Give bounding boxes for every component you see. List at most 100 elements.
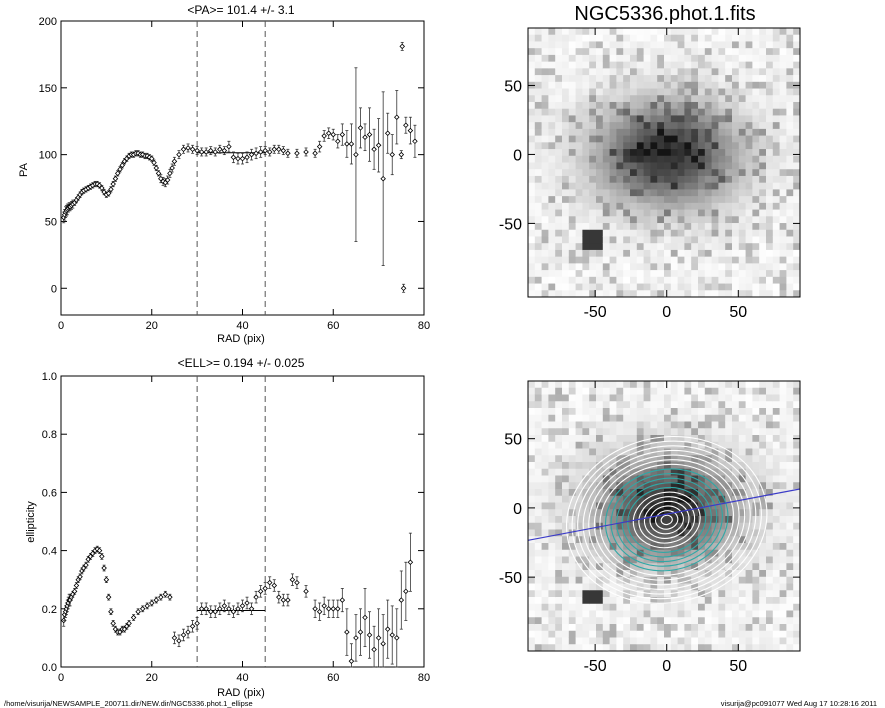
data-point xyxy=(335,606,341,612)
data-point xyxy=(171,158,178,165)
x-tick-label: -50 xyxy=(584,658,607,675)
data-point xyxy=(135,608,141,615)
data-point xyxy=(412,138,418,145)
data-point xyxy=(366,131,373,138)
pixel-grid xyxy=(528,28,800,297)
ell-xlabel: RAD (pix) xyxy=(217,687,265,699)
y-tick-label: 0 xyxy=(513,147,522,164)
data-point xyxy=(257,588,264,595)
data-point xyxy=(83,562,89,568)
y-tick-label: 50 xyxy=(504,78,522,95)
data-point xyxy=(325,606,332,612)
data-point xyxy=(398,597,405,603)
data-point xyxy=(316,143,323,150)
x-tick-label: 20 xyxy=(146,672,158,684)
data-point xyxy=(105,594,112,600)
data-point xyxy=(114,170,121,177)
y-tick-label: 0 xyxy=(51,283,57,295)
y-tick-label: 0 xyxy=(513,501,522,518)
isophote-ellipse xyxy=(588,454,746,586)
data-point xyxy=(257,149,264,155)
data-point xyxy=(400,285,407,292)
data-point xyxy=(303,588,309,595)
data-point xyxy=(362,134,368,141)
data-point xyxy=(325,130,332,137)
x-tick-label: -50 xyxy=(584,304,607,321)
data-point xyxy=(189,146,196,153)
data-point xyxy=(339,131,346,138)
data-point xyxy=(194,620,200,627)
data-point xyxy=(366,632,373,638)
data-point xyxy=(276,146,282,153)
data-point xyxy=(339,597,346,603)
data-point xyxy=(235,606,241,612)
data-point xyxy=(189,623,196,630)
data-point xyxy=(357,629,364,635)
data-point xyxy=(280,597,287,603)
data-point xyxy=(117,629,123,635)
data-point xyxy=(330,131,337,138)
data-point xyxy=(153,597,160,603)
data-point xyxy=(394,114,400,120)
ellipticity-panel: <ELL>= 0.194 +/- 0.025 RAD (pix) ellipti… xyxy=(25,356,430,699)
data-point xyxy=(248,151,255,158)
data-point xyxy=(139,606,146,612)
data-point xyxy=(312,150,318,157)
x-tick-label: 0 xyxy=(58,672,64,684)
data-point xyxy=(198,149,205,155)
data-point xyxy=(162,591,169,598)
data-point xyxy=(73,582,80,589)
data-point xyxy=(112,626,119,632)
data-point xyxy=(121,626,128,632)
footer-path: /home/visurija/NEWSAMPLE_200711.dir/NEW.… xyxy=(4,699,253,708)
isophote-ellipse xyxy=(627,486,707,553)
image-frame xyxy=(527,380,801,652)
data-point xyxy=(380,640,386,647)
data-point xyxy=(164,177,171,183)
data-point xyxy=(357,125,364,131)
data-point xyxy=(171,635,178,641)
data-point xyxy=(158,594,164,600)
y-tick-label: 200 xyxy=(39,16,57,28)
data-point xyxy=(403,588,409,595)
isophote-ellipse xyxy=(643,500,690,539)
data-point xyxy=(262,585,268,592)
data-point xyxy=(124,623,130,630)
x-tick-label: 60 xyxy=(327,672,339,684)
data-point xyxy=(344,629,350,635)
isophote-ellipse xyxy=(621,482,712,558)
data-point xyxy=(169,165,175,171)
data-point xyxy=(407,559,414,566)
data-point xyxy=(398,151,405,158)
data-point xyxy=(371,646,377,653)
isophote-ellipse xyxy=(649,505,684,535)
data-point xyxy=(384,626,391,632)
data-point xyxy=(176,151,182,158)
data-point xyxy=(248,606,255,612)
data-point xyxy=(226,606,232,612)
pa-ylabel: PA xyxy=(18,162,30,177)
data-point xyxy=(180,146,187,153)
data-point xyxy=(253,594,259,600)
data-point xyxy=(126,620,132,627)
y-tick-label: 150 xyxy=(39,83,57,95)
data-point xyxy=(394,635,400,641)
data-point xyxy=(294,579,300,586)
data-point xyxy=(399,43,405,50)
data-point xyxy=(89,550,96,557)
data-point xyxy=(180,632,187,638)
x-tick-label: 0 xyxy=(662,304,671,321)
data-point xyxy=(253,150,259,157)
data-point xyxy=(108,186,114,193)
x-tick-label: 0 xyxy=(58,320,64,332)
data-point xyxy=(160,178,166,185)
data-point xyxy=(87,553,94,560)
data-point xyxy=(176,638,182,644)
data-point xyxy=(285,150,291,157)
isophote-ellipse xyxy=(593,459,740,581)
data-point xyxy=(207,147,214,154)
data-point xyxy=(389,632,396,638)
data-point xyxy=(203,606,209,612)
isophote-contours xyxy=(565,435,768,604)
data-point xyxy=(112,175,119,182)
